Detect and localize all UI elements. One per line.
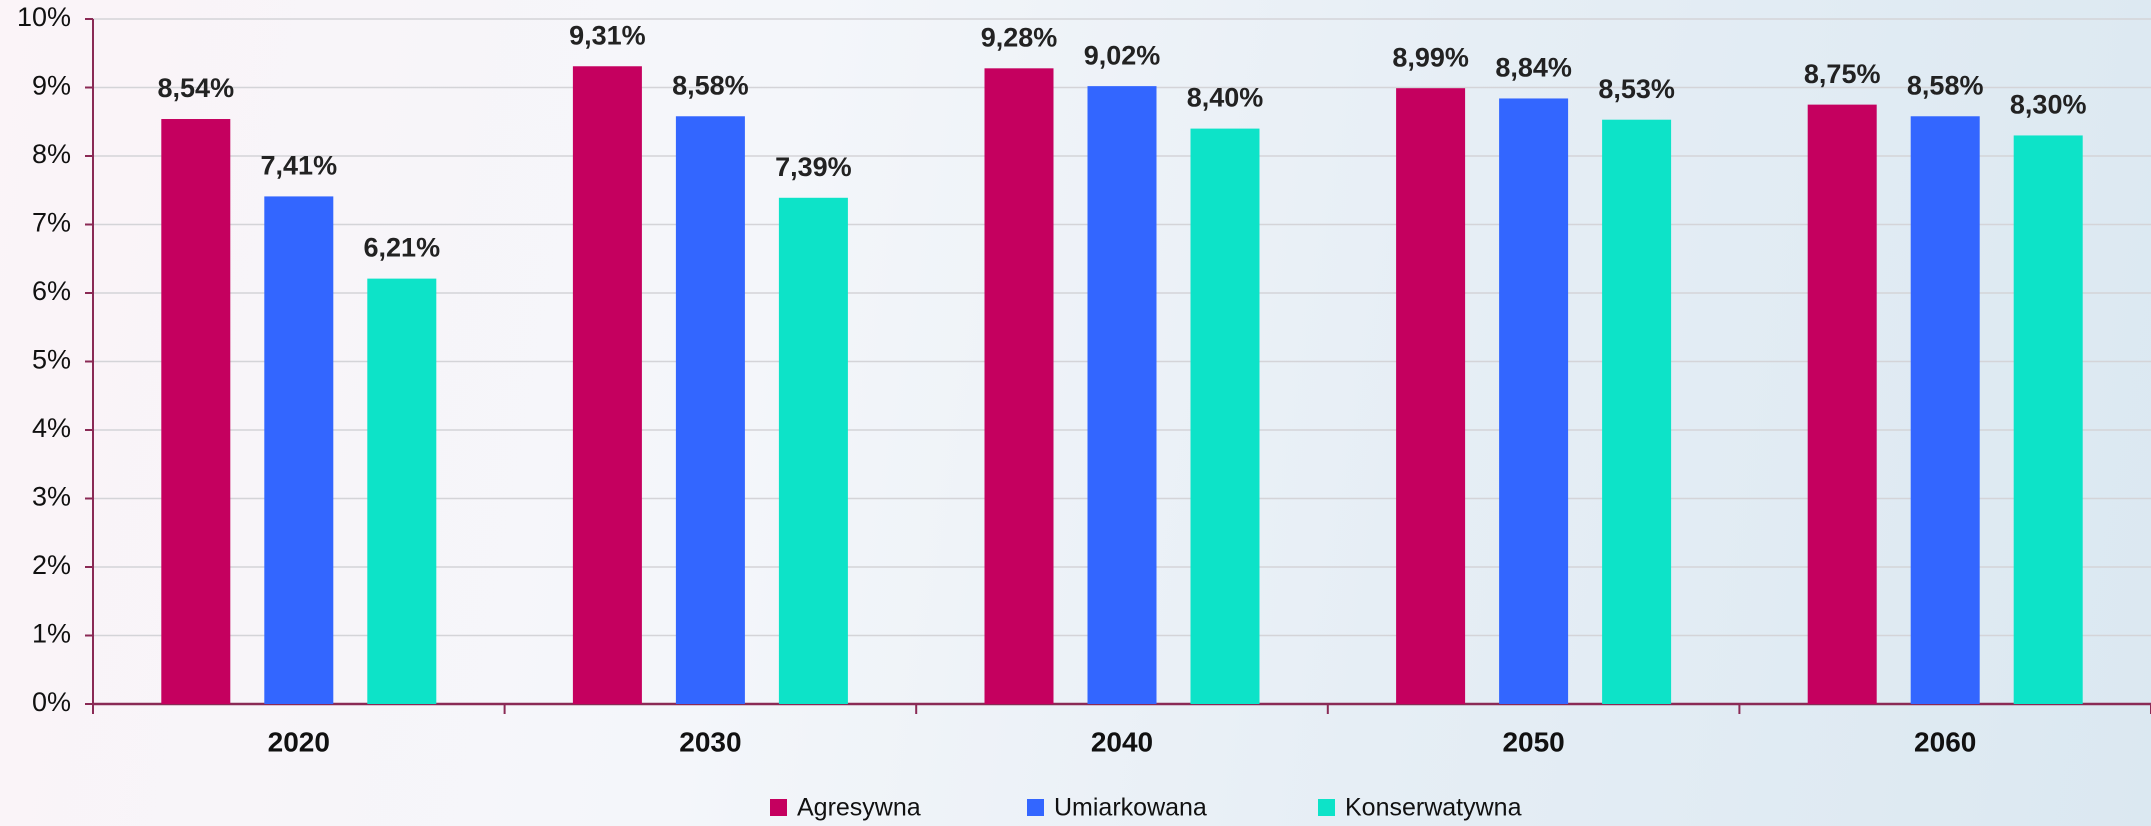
y-tick-label: 5% [32, 345, 71, 375]
value-label: 8,54% [158, 73, 235, 103]
legend-label: Konserwatywna [1345, 794, 1522, 822]
bar [778, 197, 848, 704]
x-tick-label: 2050 [1502, 726, 1564, 757]
y-tick-label: 2% [32, 550, 71, 580]
x-tick-label: 2020 [268, 726, 330, 757]
value-label: 6,21% [364, 233, 441, 263]
value-label: 9,28% [981, 22, 1058, 52]
x-tick-label: 2060 [1914, 726, 1976, 757]
x-tick-label: 2030 [679, 726, 741, 757]
value-label: 8,75% [1804, 59, 1881, 89]
y-tick-label: 3% [32, 482, 71, 512]
value-label: 9,02% [1084, 40, 1161, 70]
y-tick-label: 4% [32, 413, 71, 443]
y-tick-label: 9% [32, 71, 71, 101]
bar [2013, 135, 2083, 704]
legend-swatch [1318, 799, 1335, 816]
bar [984, 68, 1054, 704]
bar [1087, 86, 1157, 704]
legend-swatch [1027, 799, 1044, 816]
value-label: 8,58% [672, 70, 749, 100]
legend-swatch [770, 799, 787, 816]
legend-label: Umiarkowana [1054, 794, 1207, 822]
bar [572, 66, 642, 704]
bar [1910, 116, 1980, 704]
value-label: 8,99% [1392, 42, 1469, 72]
value-label: 9,31% [569, 20, 646, 50]
y-tick-label: 10% [17, 2, 71, 32]
bar [675, 116, 745, 704]
bar [1602, 119, 1672, 704]
value-label: 8,40% [1187, 83, 1264, 113]
y-tick-label: 6% [32, 276, 71, 306]
x-tick-label: 2040 [1091, 726, 1153, 757]
y-tick-label: 7% [32, 208, 71, 238]
bar [1807, 104, 1877, 704]
bar [1190, 128, 1260, 705]
bar [1396, 88, 1466, 704]
legend-label: Agresywna [797, 794, 921, 822]
y-tick-label: 1% [32, 619, 71, 649]
value-label: 8,53% [1598, 74, 1675, 104]
y-tick-label: 8% [32, 139, 71, 169]
value-label: 7,39% [775, 152, 852, 182]
value-label: 8,84% [1495, 53, 1572, 83]
value-label: 8,58% [1907, 70, 1984, 100]
bar [1499, 98, 1569, 704]
bar [367, 278, 437, 704]
value-label: 8,30% [2010, 90, 2087, 120]
bar [161, 119, 231, 704]
y-tick-label: 0% [32, 687, 71, 717]
bar [264, 196, 334, 705]
value-label: 7,41% [261, 151, 338, 181]
